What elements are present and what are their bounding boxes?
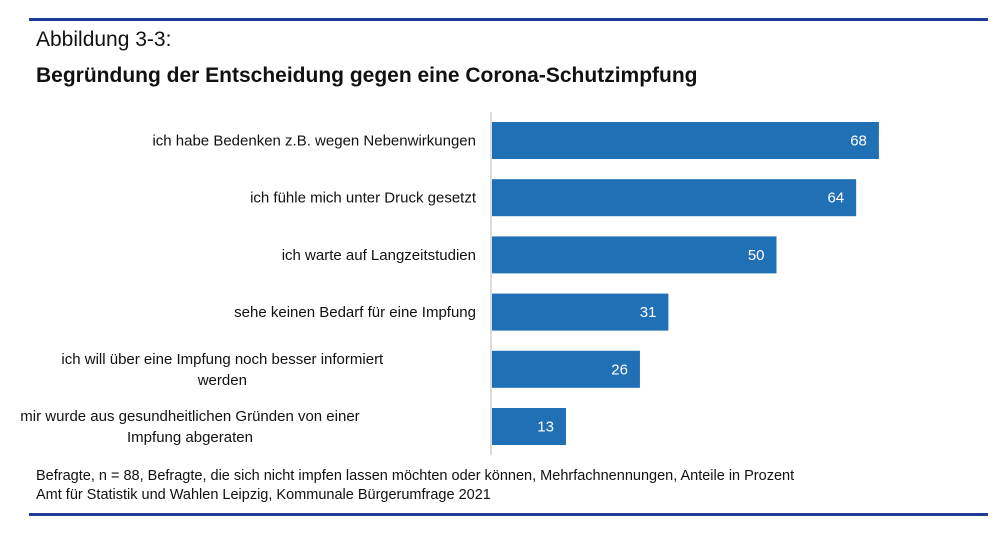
category-label-line: mir wurde aus gesundheitlichen Gründen v… (20, 408, 359, 425)
footnote-sample: Befragte, n = 88, Befragte, die sich nic… (36, 468, 795, 484)
bars-group: 68 ich habe Bedenken z.B. wegen Nebenwirk… (20, 122, 879, 446)
data-label: 13 (537, 419, 554, 436)
bar (492, 122, 879, 159)
bar (492, 408, 566, 445)
data-label: 26 (611, 361, 628, 378)
bar (492, 293, 669, 331)
bottom-rule (29, 513, 988, 516)
category-label-line: Impfung abgeraten (127, 429, 253, 446)
category-label: ich will über eine Impfung noch besser i… (61, 351, 384, 389)
category-label: mir wurde aus gesundheitlichen Gründen v… (20, 408, 359, 446)
data-label: 31 (640, 304, 657, 321)
bar-chart: 68 ich habe Bedenken z.B. wegen Nebenwirk… (20, 112, 879, 456)
data-label: 64 (827, 190, 844, 207)
category-label-line: ich will über eine Impfung noch besser i… (61, 351, 384, 368)
category-label: ich habe Bedenken z.B. wegen Nebenwirkun… (152, 133, 476, 150)
footnote-source: Amt für Statistik und Wahlen Leipzig, Ko… (36, 487, 491, 503)
top-rule (29, 18, 988, 21)
category-label-line: werden (197, 372, 247, 389)
chart-title: Begründung der Entscheidung gegen eine C… (36, 64, 698, 87)
category-label: ich fühle mich unter Druck gesetzt (250, 190, 477, 207)
bar (492, 179, 857, 217)
bar (492, 236, 777, 274)
bar (492, 350, 640, 388)
figure-label: Abbildung 3-3: (36, 28, 172, 51)
data-label: 50 (748, 247, 765, 264)
data-label: 68 (850, 133, 867, 150)
category-label: ich warte auf Langzeitstudien (282, 247, 476, 264)
category-label: sehe keinen Bedarf für eine Impfung (234, 304, 476, 321)
